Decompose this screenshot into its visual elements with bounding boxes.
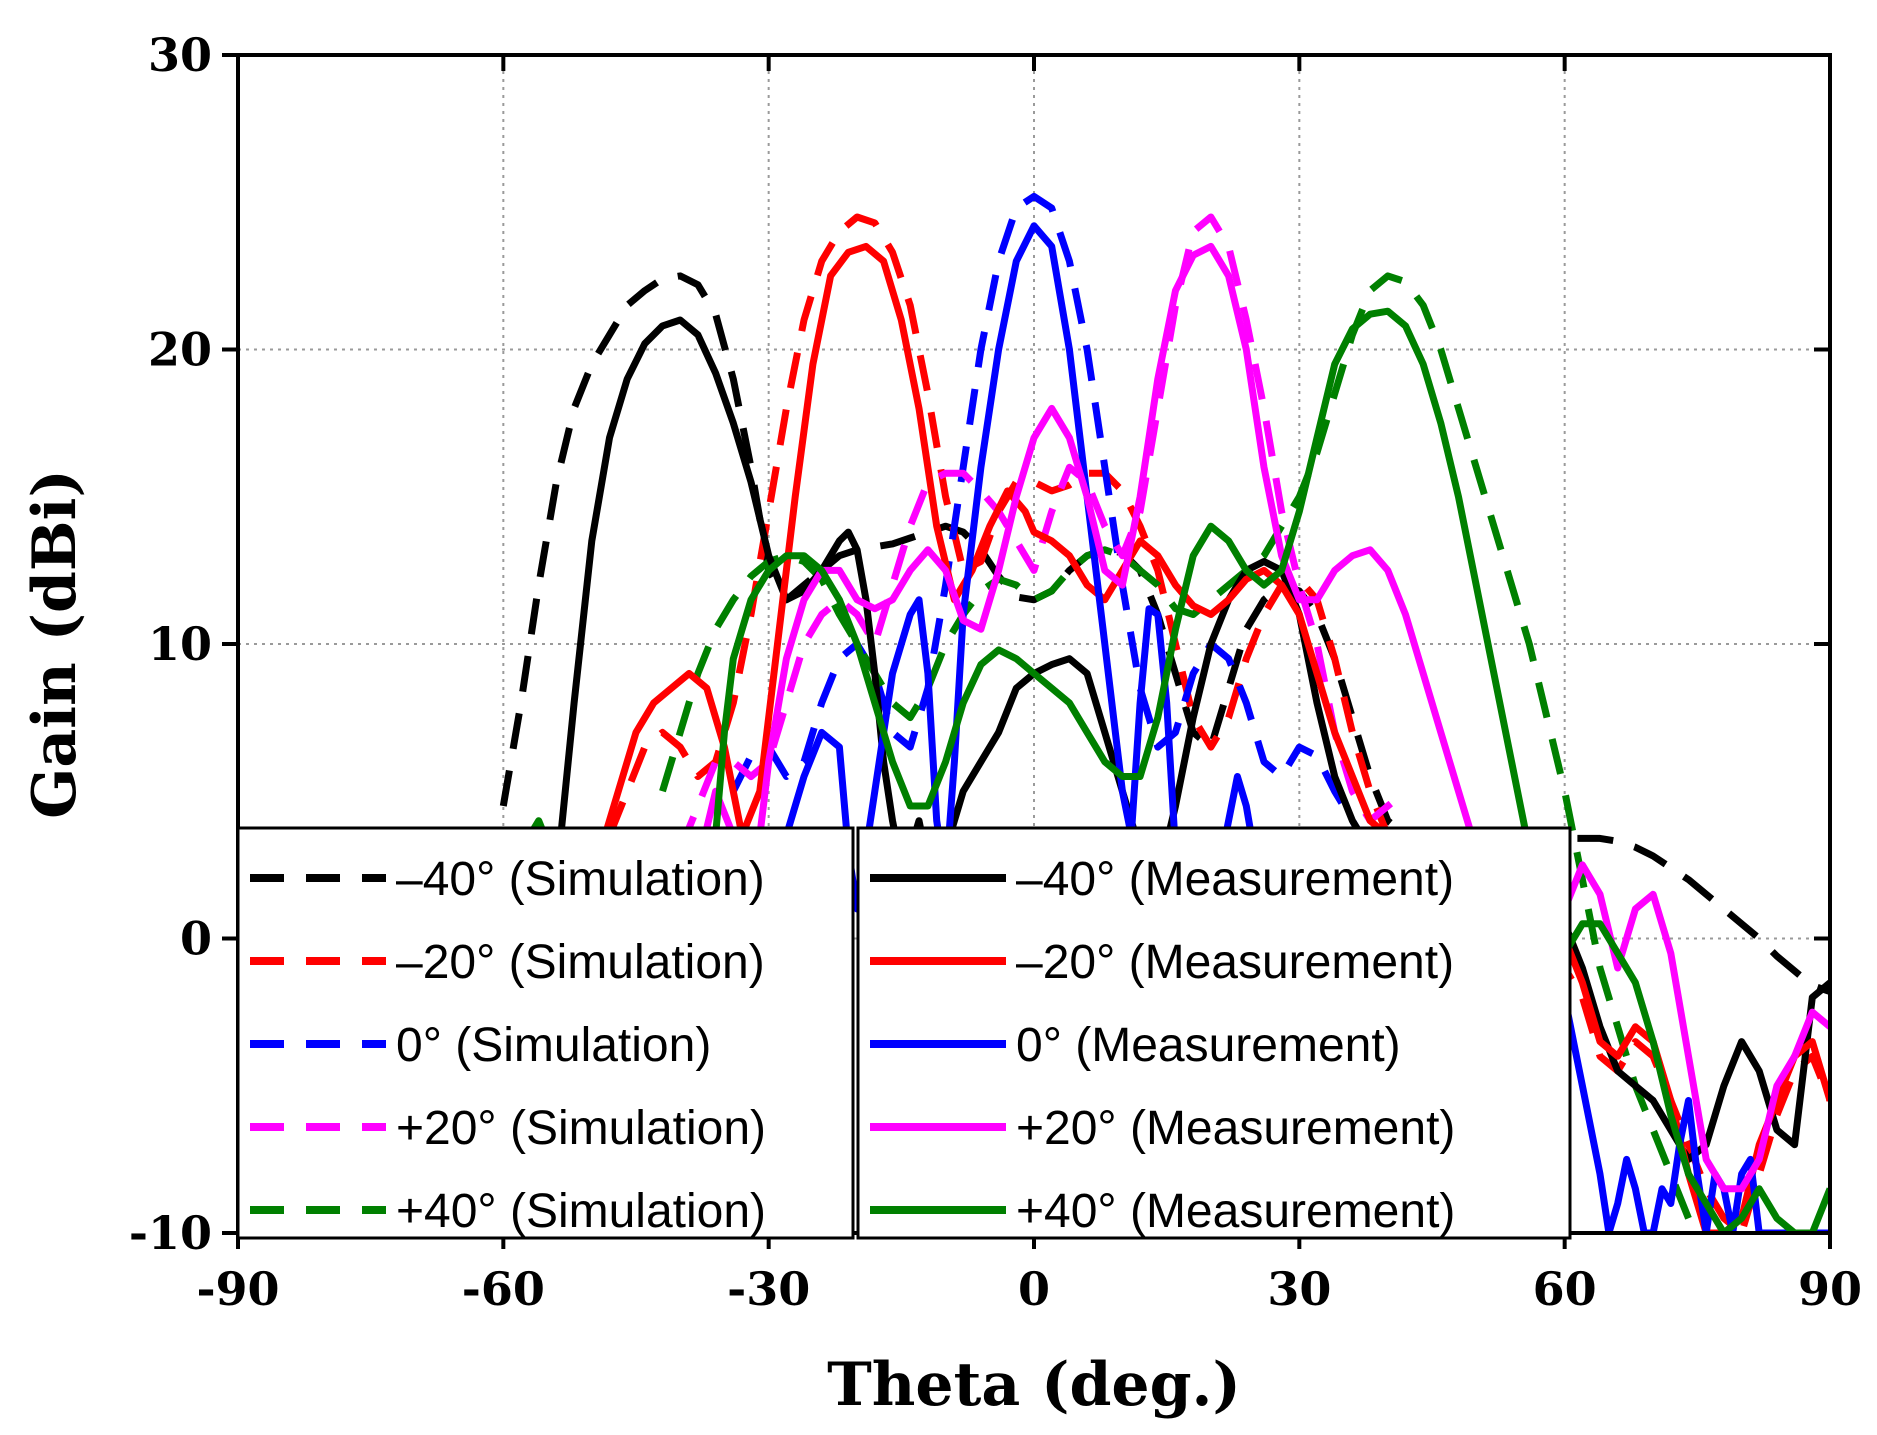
legend-label: 0° (Measurement)	[1016, 1019, 1401, 1072]
legend-label: –20° (Measurement)	[1016, 936, 1454, 989]
series-lines	[499, 192, 1830, 1233]
series-line-4	[659, 272, 1692, 1220]
legend-label: –40° (Measurement)	[1016, 853, 1454, 906]
legend-label: +40° (Simulation)	[396, 1185, 766, 1238]
y-tick-label: 20	[148, 323, 212, 377]
x-tick-label: 90	[1798, 1262, 1862, 1316]
legend: –40° (Simulation) –20° (Simulation) 0° (Si…	[236, 826, 1572, 1240]
legend-box-0	[236, 826, 855, 1240]
x-tick-label: -60	[462, 1262, 545, 1316]
y-tick-label: -10	[129, 1206, 212, 1260]
x-tick-label: -90	[196, 1262, 279, 1316]
x-tick-label: 60	[1533, 1262, 1597, 1316]
y-axis-title: Gain (dBi)	[20, 469, 90, 819]
series-line-0	[499, 272, 1830, 995]
x-tick-label: 30	[1267, 1262, 1331, 1316]
x-axis-title: Theta (deg.)	[827, 1350, 1241, 1420]
series-line-9	[518, 307, 1830, 1233]
y-tick-label: 0	[180, 912, 212, 966]
axis-ticks: -90 -60 -30 0 30 60 90 -10 0 10 20 30	[129, 28, 1862, 1316]
series-line-6	[597, 242, 1830, 1233]
legend-label: +20° (Simulation)	[396, 1102, 766, 1155]
legend-label: +20° (Measurement)	[1016, 1102, 1455, 1155]
x-tick-label: -30	[727, 1262, 810, 1316]
legend-label: –40° (Simulation)	[396, 853, 765, 906]
legend-label: –20° (Simulation)	[396, 936, 765, 989]
x-tick-label: 0	[1018, 1262, 1050, 1316]
series-line-3	[676, 213, 1408, 852]
legend-label: 0° (Simulation)	[396, 1019, 711, 1072]
legend-label: +40° (Measurement)	[1016, 1185, 1455, 1238]
series-line-8	[694, 242, 1830, 1193]
series-line-2	[730, 192, 1374, 852]
y-tick-label: 30	[148, 28, 212, 82]
legend-box-1	[856, 826, 1572, 1240]
y-tick-label: 10	[148, 617, 212, 671]
